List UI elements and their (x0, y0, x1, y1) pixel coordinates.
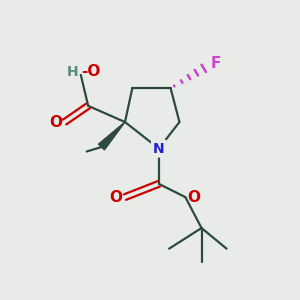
Text: O: O (109, 190, 122, 205)
Text: H: H (67, 65, 78, 79)
Text: O: O (49, 115, 62, 130)
Polygon shape (98, 122, 125, 150)
Text: F: F (211, 56, 221, 71)
Text: -O: -O (81, 64, 100, 80)
Text: N: N (153, 142, 165, 155)
Text: O: O (188, 190, 201, 205)
